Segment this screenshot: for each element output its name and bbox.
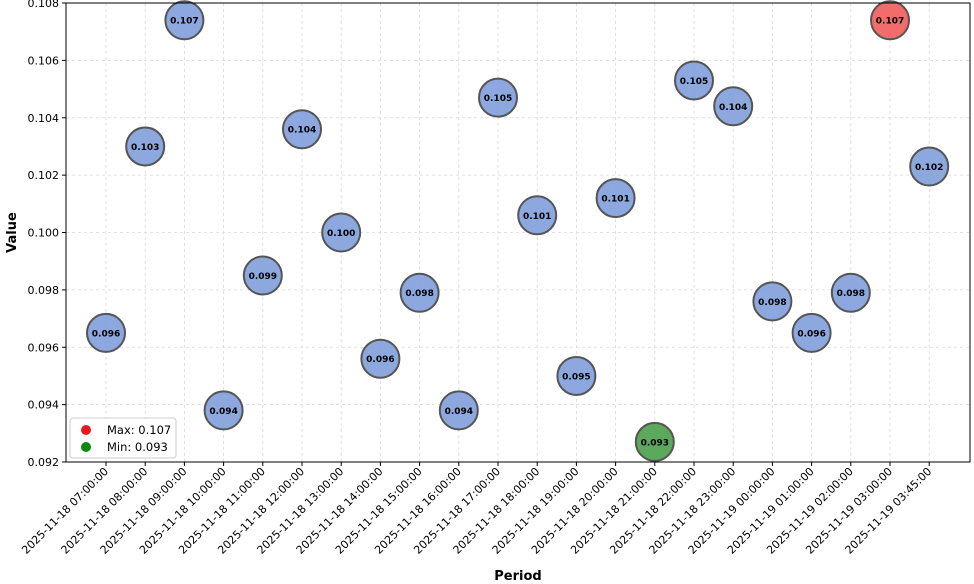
data-point — [321, 212, 362, 253]
point-value-label: 0.094 — [209, 407, 237, 417]
data-point — [830, 272, 871, 313]
y-tick-label: 0.100 — [28, 227, 60, 240]
data-point — [595, 178, 636, 219]
data-point — [556, 355, 597, 396]
point-value-label: 0.095 — [562, 372, 590, 382]
y-tick-label: 0.098 — [28, 284, 60, 297]
x-axis-title: Period — [494, 569, 541, 584]
point-value-label: 0.099 — [249, 272, 277, 282]
point-value-label: 0.101 — [601, 195, 629, 205]
point-value-label: 0.094 — [445, 407, 473, 417]
point-value-label: 0.104 — [288, 126, 316, 136]
point-value-label: 0.093 — [641, 438, 669, 448]
point-value-label: 0.096 — [797, 329, 825, 339]
point-value-label: 0.107 — [876, 17, 904, 27]
y-tick-label: 0.108 — [28, 0, 60, 10]
data-point — [674, 60, 714, 101]
point-value-label: 0.102 — [915, 163, 943, 173]
y-axis-title: Value — [5, 212, 20, 253]
data-point — [713, 86, 754, 127]
data-point — [360, 338, 401, 379]
legend-min-marker — [81, 442, 91, 452]
data-point — [203, 390, 244, 431]
legend-min-label: Min: 0.093 — [107, 440, 168, 454]
data-point — [86, 312, 126, 353]
data-point — [125, 126, 166, 167]
legend-max-marker — [81, 425, 91, 435]
max-point — [870, 0, 910, 41]
data-points: 0.096 0.103 0.107 0.094 0.099 0.104 0.100 0.096… — [86, 0, 950, 462]
data-point — [242, 255, 283, 296]
y-tick-label: 0.104 — [28, 112, 60, 125]
point-value-label: 0.101 — [523, 212, 551, 222]
point-value-label: 0.098 — [405, 289, 433, 299]
data-point — [478, 77, 518, 118]
legend-box — [69, 417, 177, 459]
point-value-label: 0.096 — [366, 355, 394, 365]
point-value-label: 0.103 — [131, 143, 159, 153]
data-point — [752, 281, 793, 322]
min-point — [634, 421, 675, 462]
point-value-label: 0.105 — [484, 94, 512, 104]
y-tick-label: 0.096 — [28, 341, 60, 354]
y-axis: 0.092 0.094 0.096 0.098 0.100 0.102 0.104 0.106… — [28, 0, 66, 469]
point-value-label: 0.107 — [170, 17, 198, 27]
data-point — [282, 109, 322, 150]
data-point — [164, 0, 205, 41]
legend-max-label: Max: 0.107 — [107, 423, 171, 437]
point-value-label: 0.105 — [680, 77, 708, 87]
data-point — [438, 390, 479, 431]
data-point — [517, 195, 558, 236]
point-value-label: 0.100 — [327, 229, 355, 239]
y-tick-label: 0.094 — [28, 399, 60, 412]
data-point — [399, 272, 440, 313]
y-tick-label: 0.102 — [28, 169, 60, 182]
point-value-label: 0.098 — [758, 298, 786, 308]
point-value-label: 0.096 — [92, 329, 120, 339]
point-value-label: 0.104 — [719, 103, 747, 113]
y-tick-label: 0.092 — [28, 456, 60, 469]
point-value-label: 0.098 — [837, 289, 865, 299]
y-tick-label: 0.106 — [28, 54, 60, 67]
legend: Max: 0.107 Min: 0.093 — [69, 417, 177, 459]
data-point — [909, 146, 950, 187]
data-point — [791, 312, 832, 353]
